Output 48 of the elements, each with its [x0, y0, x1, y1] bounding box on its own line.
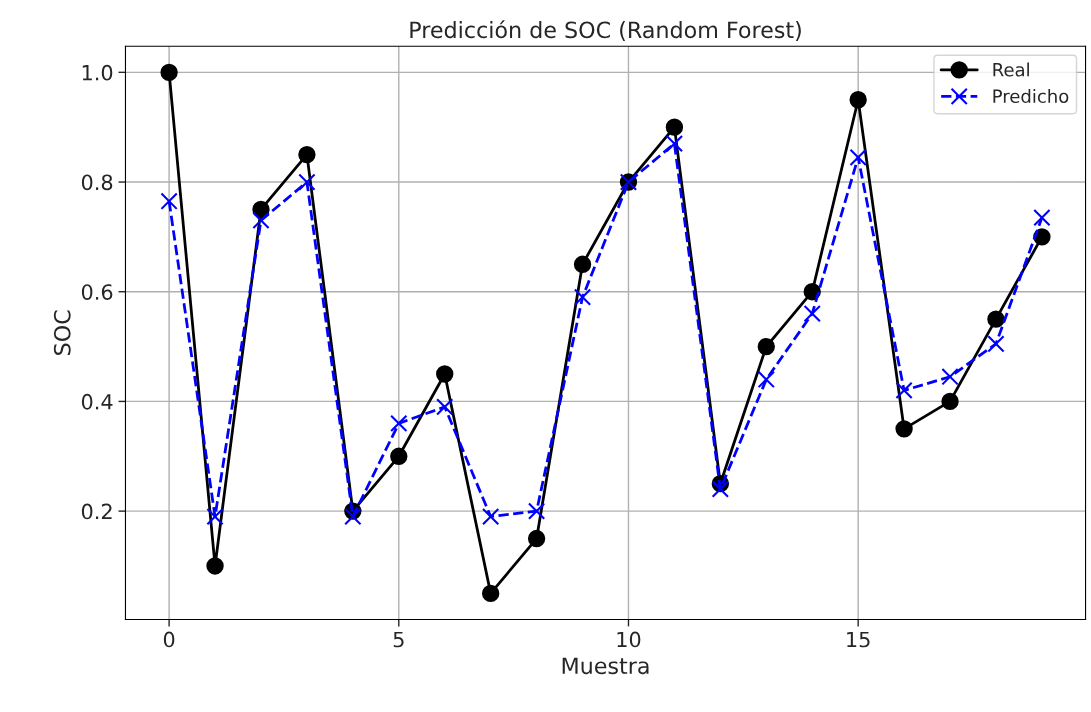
- y-tick-label: 0.4: [81, 393, 113, 410]
- point: [941, 392, 959, 411]
- x-tick-label: 10: [617, 631, 641, 648]
- point: [987, 310, 1005, 328]
- y-axis-title: SOC: [53, 310, 71, 355]
- chart-title: Predicción de SOC (Random Forest): [410, 20, 801, 41]
- point: [436, 398, 454, 416]
- point: [757, 337, 775, 356]
- point: [665, 134, 684, 153]
- point: [895, 420, 913, 438]
- point: [849, 91, 867, 109]
- point: [298, 173, 316, 191]
- y-tick-label: 0.8: [81, 174, 113, 191]
- legend-label: Real: [993, 62, 1029, 77]
- y-tick-label: 0.2: [81, 503, 112, 520]
- point: [895, 381, 913, 400]
- point: [803, 304, 821, 323]
- point: [252, 211, 270, 230]
- point: [298, 145, 316, 164]
- point: [573, 255, 592, 273]
- point: [390, 414, 408, 433]
- point: [987, 335, 1005, 353]
- point: [665, 118, 684, 136]
- point: [573, 288, 592, 306]
- point: [481, 584, 500, 603]
- y-tick-label: 0.6: [81, 284, 113, 300]
- point: [849, 148, 867, 167]
- point: [1033, 209, 1051, 227]
- point: [803, 283, 821, 301]
- point: [527, 529, 546, 548]
- point: [160, 63, 178, 82]
- point: [344, 507, 362, 526]
- point: [757, 370, 775, 389]
- point: [206, 507, 224, 526]
- point: [711, 480, 730, 498]
- point: [941, 368, 959, 386]
- x-axis-title: Muestra: [562, 657, 649, 675]
- legend-label: Predicho: [993, 89, 1069, 104]
- point: [527, 502, 546, 520]
- point: [390, 447, 408, 465]
- x-tick-label: 15: [847, 631, 870, 648]
- point: [481, 507, 500, 526]
- x-tick-label: 5: [393, 631, 404, 648]
- y-tick-label: 1.0: [82, 64, 113, 81]
- x-tick-label: 0: [163, 631, 175, 648]
- point: [206, 557, 224, 575]
- point: [436, 365, 454, 383]
- point: [160, 192, 178, 210]
